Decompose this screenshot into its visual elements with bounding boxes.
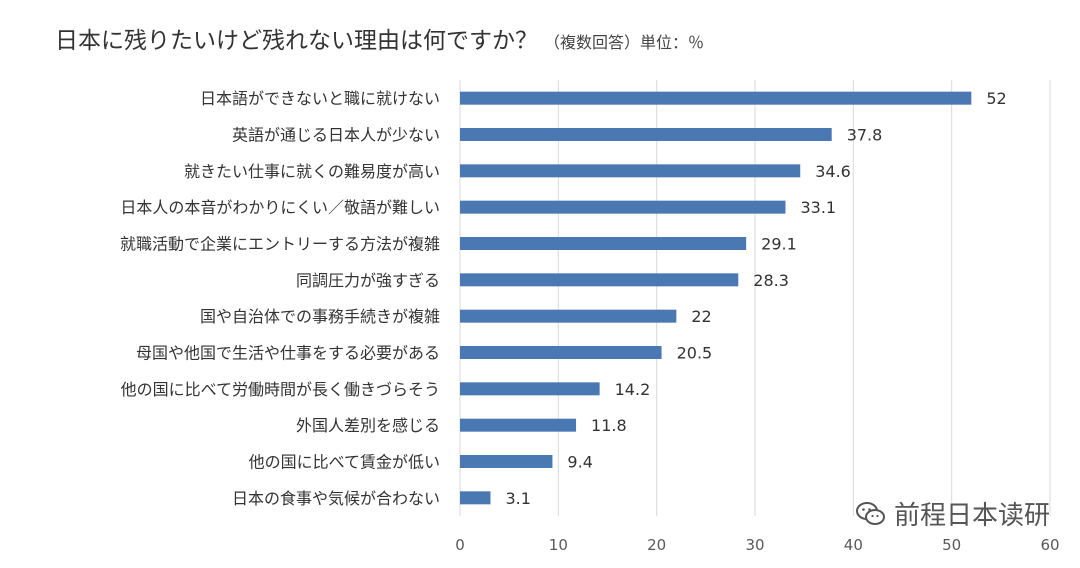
data-label: 9.4: [567, 453, 592, 472]
x-tick-label: 40: [844, 536, 863, 554]
bar: [460, 164, 801, 178]
data-label: 28.3: [753, 271, 789, 290]
x-tick-label: 10: [549, 536, 568, 554]
bar: [460, 237, 747, 250]
data-label: 22: [691, 307, 711, 326]
bar-layer: [460, 91, 972, 505]
data-label: 52: [986, 89, 1006, 108]
label-layer: 0 10 20 30 40 50 60 日本語ができないと職に就けない 52 英語が通じる日本人が…: [120, 89, 1060, 554]
x-tick-label: 50: [942, 536, 961, 554]
x-tick-label: 60: [1040, 536, 1059, 554]
bar: [460, 309, 677, 323]
data-label: 14.2: [615, 380, 651, 399]
category-label: 同調圧力が強すぎる: [296, 271, 440, 290]
data-label: 33.1: [800, 198, 836, 217]
category-label: 英語が通じる日本人が少ない: [232, 126, 440, 145]
category-label: 日本人の本音がわかりにくい／敬語が難しい: [120, 198, 440, 217]
category-label: 就きたい仕事に就くの難易度が高い: [184, 162, 440, 181]
x-tick-label: 20: [647, 536, 666, 554]
category-label: 日本の食事や気候が合わない: [232, 489, 440, 508]
bar: [460, 382, 600, 396]
bar: [460, 91, 972, 105]
category-label: 母国や他国で生活や仕事をする必要がある: [136, 344, 440, 363]
data-label: 3.1: [505, 489, 530, 508]
x-tick-label: 30: [745, 536, 764, 554]
bar: [460, 346, 662, 359]
bar: [460, 455, 553, 468]
category-label: 日本語ができないと職に就けない: [200, 89, 440, 108]
category-label: 外国人差別を感じる: [296, 416, 440, 435]
data-label: 34.6: [815, 162, 851, 181]
chart-subtitle: （複数回答）単位：％: [544, 33, 704, 52]
bar: [460, 128, 832, 141]
category-label: 就職活動で企業にエントリーする方法が複雑: [120, 235, 440, 254]
category-label: 他の国に比べて賃金が低い: [249, 453, 440, 472]
category-label: 国や自治体での事務手続きが複雑: [200, 307, 440, 326]
bar: [460, 273, 739, 287]
watermark: 前程日本读研: [855, 495, 1050, 532]
grid-layer: [459, 80, 1051, 516]
data-label: 29.1: [761, 235, 797, 254]
data-label: 37.8: [847, 126, 883, 145]
bar: [460, 200, 786, 214]
wechat-icon: [855, 501, 886, 527]
x-tick-label: 0: [455, 536, 465, 554]
category-label: 他の国に比べて労働時間が長く働きづらそう: [121, 380, 440, 399]
watermark-text: 前程日本读研: [893, 501, 1050, 531]
bar: [460, 418, 577, 432]
data-label: 20.5: [677, 344, 713, 363]
data-label: 11.8: [591, 416, 627, 435]
bar: [460, 491, 491, 505]
chart-title: 日本に残りたいけど残れない理由は何ですか？: [55, 28, 538, 54]
